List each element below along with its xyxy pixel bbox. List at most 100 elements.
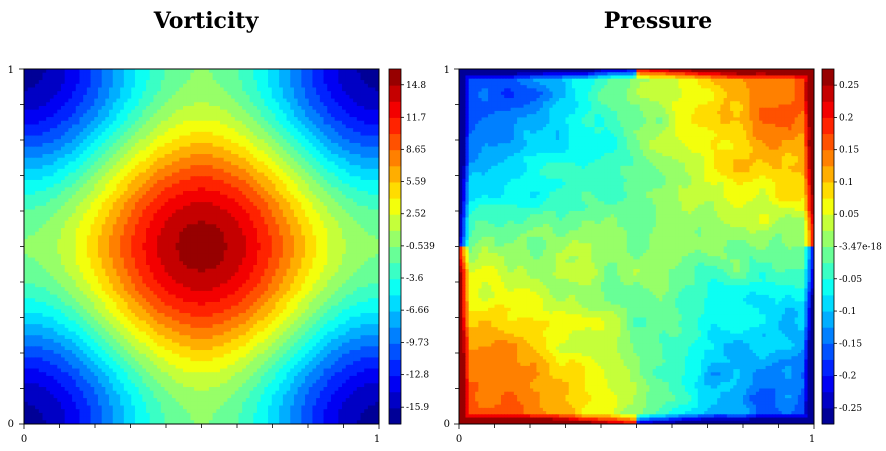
vorticity-cell xyxy=(208,231,214,237)
vorticity-cell xyxy=(319,231,325,237)
vorticity-cell xyxy=(175,135,180,140)
vorticity-cell xyxy=(290,246,295,251)
vorticity-cell xyxy=(60,228,66,233)
vorticity-cell xyxy=(371,191,376,196)
vorticity-cell xyxy=(197,179,203,185)
vorticity-cell xyxy=(349,220,354,225)
vorticity-cell xyxy=(223,187,228,192)
vorticity-cell xyxy=(327,246,332,251)
vorticity-cell xyxy=(260,246,265,251)
vorticity-cell xyxy=(127,209,132,214)
vorticity-cell xyxy=(101,91,106,96)
vorticity-cell xyxy=(330,142,336,148)
vorticity-cell xyxy=(27,220,32,225)
vorticity-cell xyxy=(175,191,180,196)
vorticity-cell xyxy=(256,165,262,170)
vorticity-cell xyxy=(375,83,379,89)
vorticity-cell xyxy=(212,239,217,244)
vorticity-cell xyxy=(216,257,221,262)
vorticity-cell xyxy=(234,157,240,163)
vorticity-cell xyxy=(367,113,373,118)
vorticity-cell xyxy=(316,253,321,259)
vorticity-cell xyxy=(253,179,258,185)
vorticity-cell xyxy=(60,242,66,248)
vorticity-cell xyxy=(297,142,302,148)
vorticity-cell xyxy=(57,72,62,77)
vorticity-cell xyxy=(205,124,210,129)
vorticity-cell xyxy=(268,209,273,214)
vorticity-cell xyxy=(131,142,136,148)
vorticity-cell xyxy=(342,246,347,251)
vorticity-cell xyxy=(49,239,55,244)
vorticity-cell xyxy=(234,142,240,148)
vorticity-cell xyxy=(168,257,173,262)
vorticity-cell xyxy=(367,209,373,214)
vorticity-cell xyxy=(316,235,321,240)
vorticity-cell xyxy=(234,109,240,114)
vorticity-cell xyxy=(253,131,258,137)
vorticity-cell xyxy=(146,69,151,74)
vorticity-cell xyxy=(49,168,55,174)
vorticity-cell xyxy=(171,87,177,92)
vorticity-cell xyxy=(46,202,51,207)
vorticity-cell xyxy=(327,102,332,107)
vorticity-cell xyxy=(268,139,273,144)
vorticity-cell xyxy=(105,168,110,174)
vorticity-cell xyxy=(116,205,121,211)
vorticity-cell xyxy=(42,239,47,244)
vorticity-cell xyxy=(316,191,321,196)
vorticity-cell xyxy=(275,80,280,85)
vorticity-cell xyxy=(138,220,143,225)
vorticity-cell xyxy=(38,198,44,203)
vorticity-cell xyxy=(260,176,265,181)
vorticity-cell xyxy=(223,124,228,129)
vorticity-cell xyxy=(138,94,143,100)
vorticity-cell xyxy=(42,194,47,200)
vorticity-cell xyxy=(57,235,62,240)
vorticity-cell xyxy=(175,168,180,174)
vorticity-cell xyxy=(231,98,236,103)
vorticity-cell xyxy=(308,216,314,222)
vorticity-cell xyxy=(364,253,369,259)
vorticity-cell xyxy=(168,228,173,233)
vorticity-cell xyxy=(57,80,62,85)
vorticity-cell xyxy=(293,142,299,148)
vorticity-cell xyxy=(38,131,44,137)
vorticity-cell xyxy=(349,253,354,259)
vorticity-cell xyxy=(338,157,343,163)
vorticity-cell xyxy=(157,213,162,218)
vorticity-cell xyxy=(249,142,254,148)
vorticity-cell xyxy=(138,165,143,170)
vorticity-cell xyxy=(109,83,114,89)
vorticity-cell xyxy=(205,231,210,237)
vorticity-cell xyxy=(227,235,232,240)
vorticity-cell xyxy=(279,213,284,218)
vorticity-cell xyxy=(186,120,192,126)
vorticity-cell xyxy=(131,198,136,203)
vorticity-cell xyxy=(160,228,166,233)
vorticity-cell xyxy=(31,157,36,163)
vorticity-cell xyxy=(268,98,273,103)
vorticity-cell xyxy=(245,124,251,129)
vorticity-cell xyxy=(42,228,47,233)
vorticity-cell xyxy=(146,235,151,240)
vorticity-cell xyxy=(31,80,36,85)
vorticity-cell xyxy=(31,253,36,259)
vorticity-cell xyxy=(308,253,314,259)
vorticity-cell xyxy=(268,172,273,177)
vorticity-cell xyxy=(123,87,129,92)
vorticity-cell xyxy=(94,142,99,148)
vorticity-cell xyxy=(97,165,103,170)
vorticity-cell xyxy=(234,154,240,159)
vorticity-cell xyxy=(86,105,92,111)
vorticity-cell xyxy=(375,72,379,77)
vorticity-cell xyxy=(149,165,155,170)
vorticity-cell xyxy=(68,205,73,211)
vorticity-cell xyxy=(271,102,277,107)
vorticity-cell xyxy=(123,202,129,207)
vorticity-cell xyxy=(157,72,162,77)
vorticity-cell xyxy=(264,202,269,207)
vorticity-cell xyxy=(60,161,66,166)
vorticity-cell xyxy=(316,198,321,203)
vorticity-cell xyxy=(345,239,351,244)
